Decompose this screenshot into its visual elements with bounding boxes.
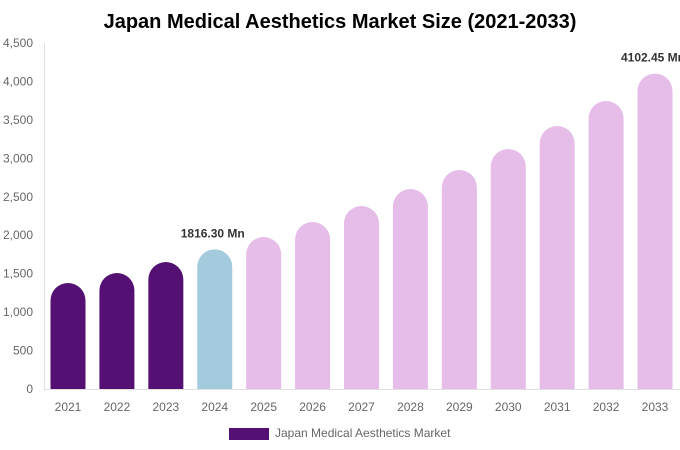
y-tick-label: 3,000 <box>3 151 33 165</box>
bar-2032 <box>588 101 624 389</box>
data-label: 1816.30 Mn <box>181 226 245 240</box>
bar-2025 <box>246 237 282 389</box>
data-label: 4102.45 Mn <box>621 51 680 65</box>
y-tick-label: 1,500 <box>3 267 33 281</box>
x-tick-label: 2026 <box>299 400 326 414</box>
x-tick-label: 2027 <box>348 400 375 414</box>
x-tick-label: 2033 <box>642 400 669 414</box>
legend-label: Japan Medical Aesthetics Market <box>275 426 451 440</box>
y-tick-label: 4,500 <box>3 36 33 50</box>
x-tick-label: 2029 <box>446 400 473 414</box>
bar-2027 <box>344 206 379 389</box>
bar-2022 <box>99 273 135 389</box>
x-tick-label: 2032 <box>593 400 620 414</box>
x-tick-label: 2030 <box>495 400 522 414</box>
x-tick-label: 2025 <box>250 400 277 414</box>
chart-title: Japan Medical Aesthetics Market Size (20… <box>104 11 577 33</box>
y-tick-label: 4,000 <box>3 74 33 88</box>
y-tick-label: 2,500 <box>3 190 33 204</box>
bar-2029 <box>441 170 477 389</box>
x-tick-label: 2031 <box>544 400 571 414</box>
y-tick-label: 3,500 <box>3 113 33 127</box>
y-tick-label: 2,000 <box>3 228 33 242</box>
y-tick-label: 1,000 <box>3 305 33 319</box>
legend: Japan Medical Aesthetics Market <box>229 426 451 440</box>
bar-2033 <box>637 73 673 390</box>
bar-2023 <box>148 262 184 389</box>
x-tick-label: 2028 <box>397 400 424 414</box>
x-tick-label: 2021 <box>55 400 82 414</box>
bar-2024 <box>197 249 233 389</box>
bar-2021 <box>50 283 86 389</box>
bar-2030 <box>490 149 526 389</box>
legend-swatch <box>229 428 269 440</box>
x-tick-label: 2023 <box>152 400 179 414</box>
bar-2026 <box>295 221 331 389</box>
bar-2031 <box>539 126 575 389</box>
bar-2028 <box>392 189 428 389</box>
y-tick-label: 500 <box>13 344 33 358</box>
x-tick-label: 2024 <box>201 400 228 414</box>
x-tick-label: 2022 <box>104 400 131 414</box>
y-tick-label: 0 <box>26 382 33 396</box>
